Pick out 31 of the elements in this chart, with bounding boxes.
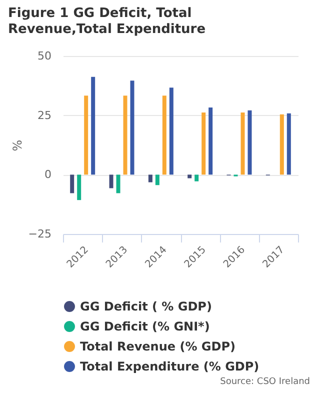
bar xyxy=(194,174,199,182)
bar xyxy=(130,80,134,175)
bar xyxy=(70,174,74,194)
legend-label: Total Expenditure (% GDP) xyxy=(80,360,260,374)
bar xyxy=(208,108,213,175)
bar xyxy=(77,174,82,200)
bar xyxy=(188,174,192,178)
bar xyxy=(248,110,252,175)
bar xyxy=(155,174,160,186)
y-axis-title: % xyxy=(10,140,24,152)
bar xyxy=(123,96,128,175)
y-tick-label: 0 xyxy=(44,168,52,182)
bar xyxy=(116,174,120,194)
bar xyxy=(91,76,96,175)
bar xyxy=(109,174,114,188)
bar xyxy=(280,114,284,175)
bar xyxy=(162,96,166,175)
source-note: Source: CSO Ireland xyxy=(219,377,311,387)
y-tick-label: 50 xyxy=(38,50,52,62)
bar xyxy=(84,96,88,175)
bar xyxy=(202,112,206,175)
bar xyxy=(240,112,245,175)
legend-label: Total Revenue (% GDP) xyxy=(80,340,236,354)
legend-label: GG Deficit (% GNI*) xyxy=(80,320,210,334)
y-tick-label: 25 xyxy=(38,108,52,122)
y-tick-label: −25 xyxy=(28,228,52,240)
bar xyxy=(169,88,174,175)
bar xyxy=(148,174,152,182)
legend-label: GG Deficit ( % GDP) xyxy=(80,300,212,314)
bar xyxy=(286,113,291,175)
chart-title: Figure 1 GG Deficit, Total Revenue,Total Expenditure xyxy=(7,5,207,38)
